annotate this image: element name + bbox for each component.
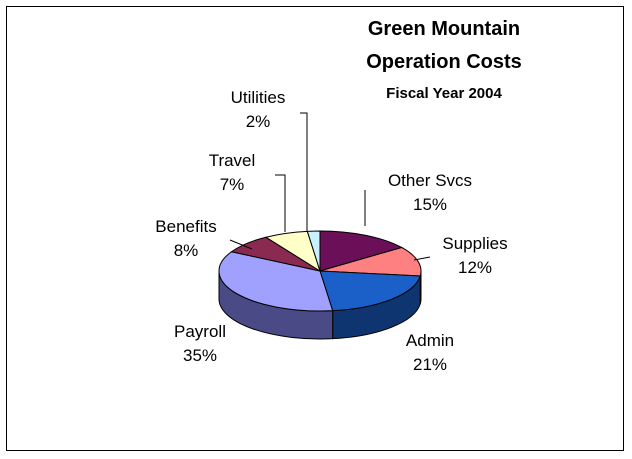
pie-slice-other-svcs	[319, 230, 404, 272]
chart-title-line-1: Green Mountain	[368, 18, 520, 40]
slice-pct-admin: 21%	[413, 355, 447, 374]
slice-label-payroll: Payroll	[174, 322, 226, 341]
slice-pct-benefits: 8%	[174, 241, 199, 260]
leader-line-group	[229, 112, 431, 261]
slice-pct-supplies: 12%	[458, 258, 492, 277]
slice-pct-travel: 7%	[220, 175, 245, 194]
slice-label-other-svcs: Other Svcs	[388, 171, 472, 190]
pie-slice-payroll	[218, 251, 334, 312]
chart-title-line-2: Operation Costs	[366, 51, 522, 73]
slice-pct-utilities: 2%	[246, 112, 271, 131]
pie-slice-admin	[319, 270, 421, 312]
slice-label-benefits: Benefits	[155, 217, 216, 236]
slice-label-admin: Admin	[406, 331, 454, 350]
chart-frame	[6, 6, 624, 451]
slice-label-travel: Travel	[209, 151, 256, 170]
leader-line-travel	[275, 174, 286, 232]
slice-pct-other-svcs: 15%	[413, 195, 447, 214]
slice-label-supplies: Supplies	[442, 234, 507, 253]
chart-subtitle: Fiscal Year 2004	[386, 85, 502, 102]
leader-line-benefits	[229, 239, 253, 250]
leader-line-supplies	[413, 256, 431, 261]
slice-label-group: Other Svcs 15% Supplies 12% Admin 21% Payroll 3…	[155, 88, 507, 374]
slice-label-utilities: Utilities	[231, 88, 286, 107]
pie-slice-supplies	[319, 246, 422, 277]
slice-pct-payroll: 35%	[183, 346, 217, 365]
pie-top-group	[218, 230, 422, 312]
leader-line-utilities	[300, 112, 308, 232]
